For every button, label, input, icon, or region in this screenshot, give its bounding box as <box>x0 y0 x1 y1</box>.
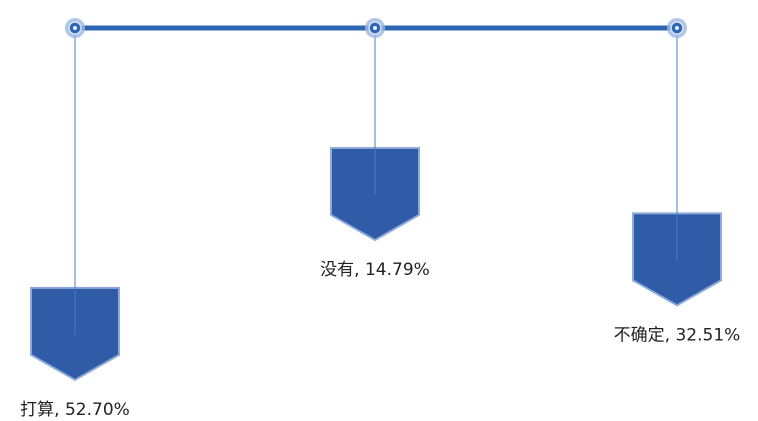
knob-hole <box>73 26 77 30</box>
data-label: 打算, 52.70% <box>20 400 130 420</box>
data-label: 不确定, 32.51% <box>614 325 741 345</box>
data-label: 没有, 14.79% <box>320 260 430 280</box>
knob-hole <box>675 26 679 30</box>
knob-hole <box>373 26 377 30</box>
